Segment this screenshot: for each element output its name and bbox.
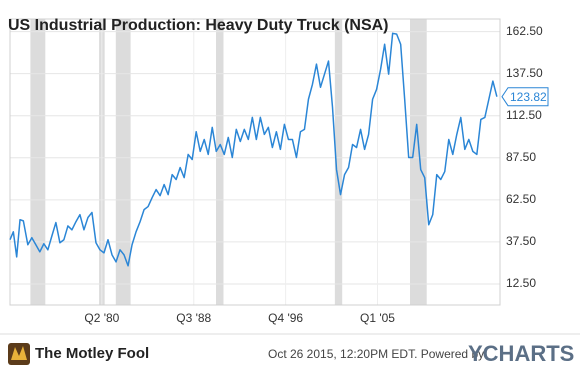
y-tick-label: 162.50	[506, 24, 543, 38]
x-tick-label: Q2 '80	[84, 311, 119, 325]
timestamp: Oct 26 2015, 12:20PM EDT. Powered by	[268, 347, 484, 361]
y-tick-label: 62.50	[506, 192, 536, 206]
brand-name: The Motley Fool	[35, 345, 149, 362]
last-value-box	[501, 87, 549, 107]
x-tick-label: Q1 '05	[360, 311, 395, 325]
brand-logo	[8, 343, 30, 365]
last-value-label: 123.82	[510, 90, 547, 104]
recession-band	[216, 19, 224, 305]
y-tick-label: 37.50	[506, 234, 536, 248]
y-tick-label: 112.50	[506, 108, 542, 122]
x-tick-label: Q3 '88	[176, 311, 211, 325]
plot-area	[9, 18, 501, 306]
y-tick-label: 87.50	[506, 150, 536, 164]
x-tick-label: Q4 '96	[268, 311, 303, 325]
plot-border	[9, 18, 501, 306]
recession-band	[115, 19, 131, 305]
y-tick-label: 12.50	[506, 276, 536, 290]
recession-band	[334, 19, 343, 305]
chart-title: US Industrial Production: Heavy Duty Tru…	[8, 17, 389, 34]
recession-band	[410, 19, 427, 305]
logo-badge	[8, 343, 30, 365]
recession-band	[30, 19, 46, 305]
provider-logo: YCHARTS	[468, 341, 574, 366]
logo-hat	[11, 346, 27, 360]
data-line	[9, 32, 498, 267]
y-tick-label: 137.50	[506, 66, 543, 80]
